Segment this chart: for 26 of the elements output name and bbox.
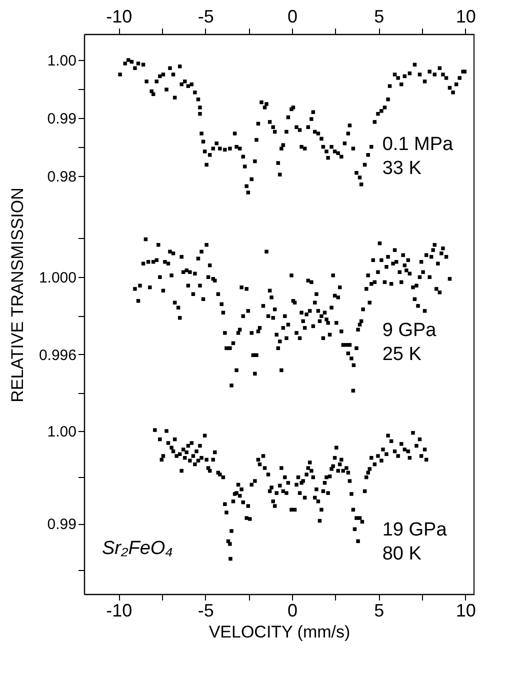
y-tick-label: 0.99 — [47, 110, 76, 128]
y-tick-label: 0.99 — [47, 516, 76, 534]
annotation: 19 GPa — [382, 520, 448, 541]
x-tick-label: 0 — [287, 600, 298, 620]
y-tick-label: 1.00 — [47, 52, 76, 70]
x-tick-label: 0 — [287, 6, 298, 26]
y-tick-label: 0.98 — [47, 168, 76, 186]
x-tick-label: -10 — [106, 6, 132, 26]
annotation: 80 K — [382, 544, 422, 565]
annotation: 33 K — [382, 158, 422, 180]
x-axis-title: VELOCITY (mm/s) — [208, 622, 350, 642]
x-tick-label: -10 — [106, 600, 132, 620]
annotation: Sr₂FeO₄ — [102, 538, 173, 559]
x-tick-label: 10 — [456, 6, 476, 26]
x-tick-label: 10 — [456, 600, 476, 620]
x-tick-label: -5 — [198, 6, 214, 26]
annotation: 0.1 MPa — [382, 134, 454, 156]
x-tick-label: -5 — [198, 600, 214, 620]
y-tick-label: 1.000 — [38, 270, 76, 287]
annotation: 25 K — [382, 344, 422, 365]
y-tick-label: 1.00 — [47, 423, 76, 440]
x-tick-label: 5 — [374, 600, 384, 620]
y-tick-label: 0.996 — [38, 346, 76, 364]
y-axis-title: RELATIVE TRANSMISSION — [8, 188, 27, 402]
annotation: 9 GPa — [382, 320, 437, 341]
x-tick-label: 5 — [374, 6, 384, 26]
